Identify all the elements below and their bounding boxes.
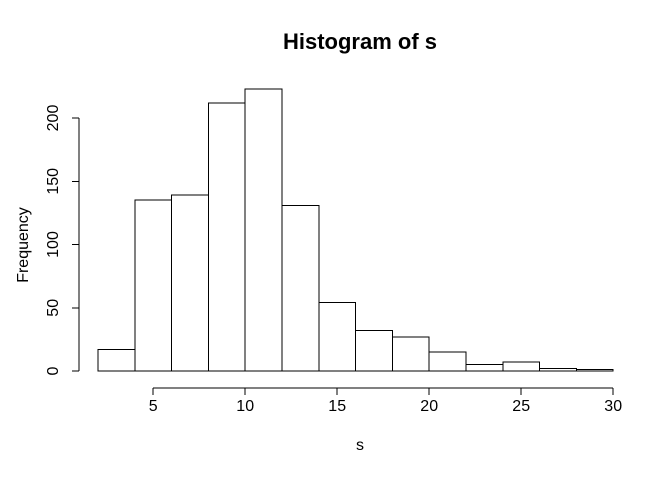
x-tick-label: 5 bbox=[149, 398, 158, 415]
y-tick-label: 100 bbox=[45, 231, 62, 258]
y-tick-label: 50 bbox=[45, 299, 62, 317]
histogram-bar bbox=[171, 194, 209, 372]
y-tick-label: 200 bbox=[45, 105, 62, 132]
x-tick-label: 10 bbox=[236, 398, 254, 415]
histogram-bar bbox=[465, 364, 504, 372]
histogram-bar bbox=[502, 361, 541, 372]
histogram-bar bbox=[391, 336, 430, 372]
histogram-bar bbox=[428, 351, 467, 372]
histogram-bar bbox=[207, 102, 246, 372]
histogram-bar bbox=[575, 369, 614, 372]
histogram-bar bbox=[281, 204, 320, 372]
x-tick-label: 30 bbox=[604, 398, 622, 415]
histogram-bar bbox=[318, 302, 357, 372]
x-tick-label: 20 bbox=[420, 398, 438, 415]
chart-title: Histogram of s bbox=[282, 29, 438, 54]
histogram-bar bbox=[539, 368, 577, 372]
x-tick-label: 15 bbox=[328, 398, 346, 415]
histogram-bar bbox=[355, 330, 393, 372]
x-tick-label: 25 bbox=[512, 398, 530, 415]
histogram-bar bbox=[134, 199, 173, 372]
y-tick-label: 0 bbox=[45, 366, 62, 375]
y-tick-label: 150 bbox=[45, 168, 62, 195]
histogram-bar bbox=[244, 88, 283, 372]
x-axis-label: s bbox=[356, 437, 364, 454]
histogram-bar bbox=[97, 349, 136, 372]
